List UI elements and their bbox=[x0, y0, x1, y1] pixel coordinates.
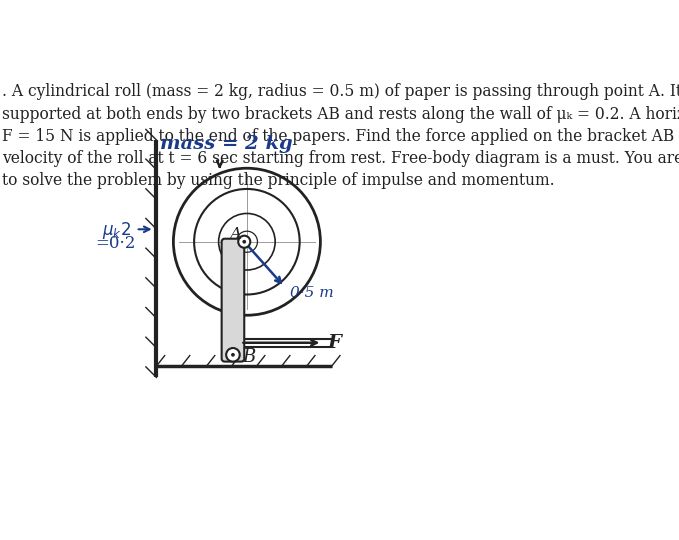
Circle shape bbox=[238, 235, 251, 248]
Circle shape bbox=[226, 348, 240, 362]
Text: F: F bbox=[328, 334, 342, 352]
Circle shape bbox=[231, 353, 235, 357]
Text: . A cylindrical roll (mass = 2 kg, radius = 0.5 m) of paper is passing through p: . A cylindrical roll (mass = 2 kg, radiu… bbox=[2, 83, 679, 189]
Circle shape bbox=[242, 240, 246, 244]
Text: B: B bbox=[242, 348, 255, 366]
Text: 0·5 m: 0·5 m bbox=[290, 286, 334, 300]
Text: =0·2: =0·2 bbox=[95, 235, 135, 252]
FancyBboxPatch shape bbox=[221, 239, 244, 362]
Text: mass = 2 kg: mass = 2 kg bbox=[160, 134, 293, 153]
Text: A: A bbox=[230, 226, 241, 242]
Text: $\mu_k 2$: $\mu_k 2$ bbox=[103, 220, 131, 241]
